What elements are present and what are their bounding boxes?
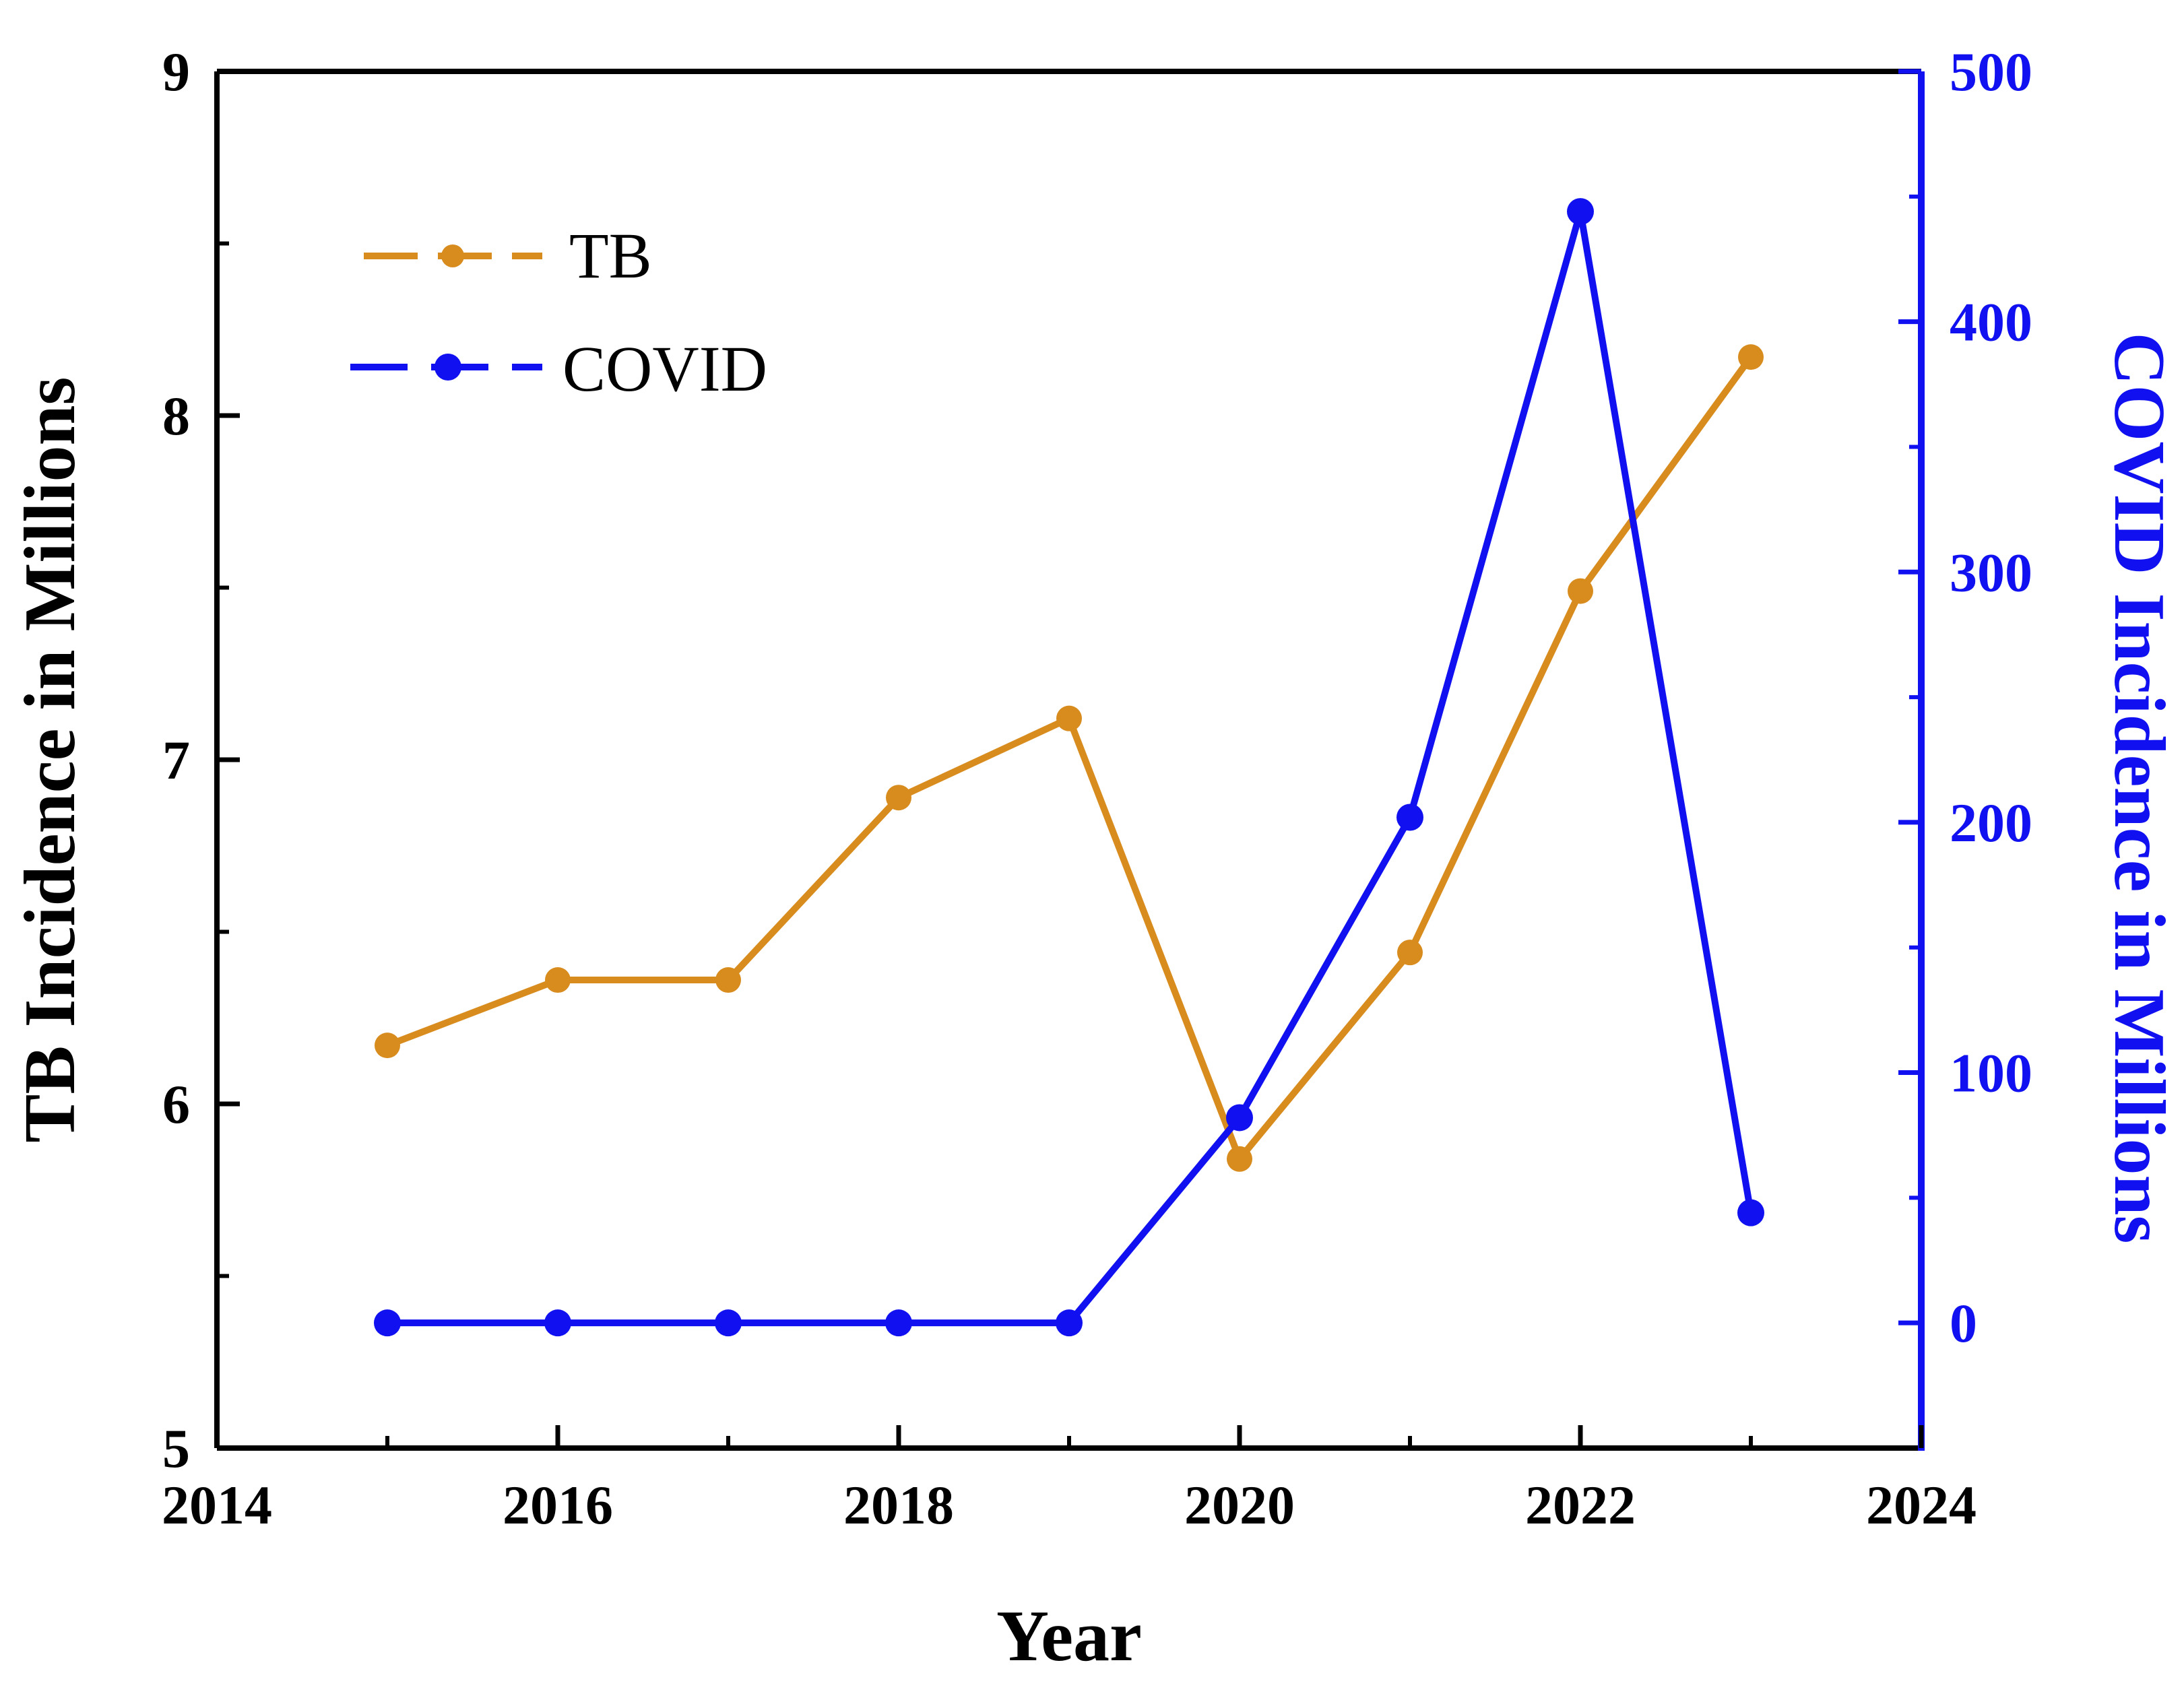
legend-covid-label: COVID xyxy=(563,333,767,405)
covid-data-point xyxy=(374,1309,401,1337)
tb-data-point xyxy=(1397,940,1423,966)
covid-data-point xyxy=(1567,198,1594,226)
tb-data-point xyxy=(1056,705,1082,731)
y-tick-label: 8 xyxy=(162,385,190,447)
y-tick-label: 6 xyxy=(162,1074,190,1135)
tb-series-line xyxy=(386,355,1754,1162)
right-y-axis-title: COVID Incidence in Millions xyxy=(2099,332,2179,1243)
legend-entry-tb: TB xyxy=(364,220,652,292)
x-tick-label: 2018 xyxy=(843,1474,954,1536)
y2-tick-label: 200 xyxy=(1950,792,2032,853)
legend-tb-marker xyxy=(441,244,464,267)
tb-data-point xyxy=(715,967,741,993)
x-tick-label: 2016 xyxy=(503,1474,613,1536)
tb-data-point xyxy=(1227,1146,1252,1172)
x-tick-label: 2014 xyxy=(162,1474,272,1536)
covid-data-point xyxy=(1226,1104,1253,1132)
x-tick-label: 2022 xyxy=(1525,1474,1636,1536)
left-y-axis-title: TB Incidence in Millions xyxy=(10,376,90,1142)
covid-data-point xyxy=(1056,1309,1083,1337)
y2-tick-label: 0 xyxy=(1950,1292,1977,1354)
y-tick-label: 9 xyxy=(162,41,190,102)
x-axis-title: Year xyxy=(996,1596,1142,1676)
y2-tick-label: 300 xyxy=(1950,542,2032,603)
axes-frame xyxy=(214,69,1925,1451)
tb-data-point xyxy=(886,785,911,811)
right-y-axis-ticks: 0 100 200 300 400 500 xyxy=(1898,41,2032,1354)
legend-entry-covid: COVID xyxy=(350,333,767,405)
y-tick-label: 7 xyxy=(162,729,190,791)
tb-data-point xyxy=(1568,578,1593,604)
y2-tick-label: 400 xyxy=(1950,292,2032,353)
covid-data-point xyxy=(715,1309,742,1337)
covid-data-point xyxy=(544,1309,571,1337)
x-tick-label: 2024 xyxy=(1866,1474,1977,1536)
y2-tick-label: 500 xyxy=(1950,41,2032,102)
tb-data-point xyxy=(1738,344,1764,370)
y2-tick-label: 100 xyxy=(1950,1043,2032,1104)
covid-data-point xyxy=(1396,804,1423,831)
y-tick-label: 5 xyxy=(162,1418,190,1479)
series-layer xyxy=(374,198,1764,1337)
x-axis-ticks: 2014 2016 2018 2020 2022 2024 xyxy=(162,1425,1977,1536)
covid-data-point xyxy=(885,1309,912,1337)
legend-covid-marker xyxy=(435,354,461,381)
left-y-axis-ticks: 5 6 7 8 9 xyxy=(162,41,240,1479)
legend-tb-label: TB xyxy=(569,220,652,292)
tb-data-point xyxy=(545,967,571,993)
tb-data-point xyxy=(375,1033,400,1059)
covid-data-point xyxy=(1737,1199,1764,1226)
legend: TB COVID xyxy=(350,220,767,405)
x-tick-label: 2020 xyxy=(1184,1474,1295,1536)
